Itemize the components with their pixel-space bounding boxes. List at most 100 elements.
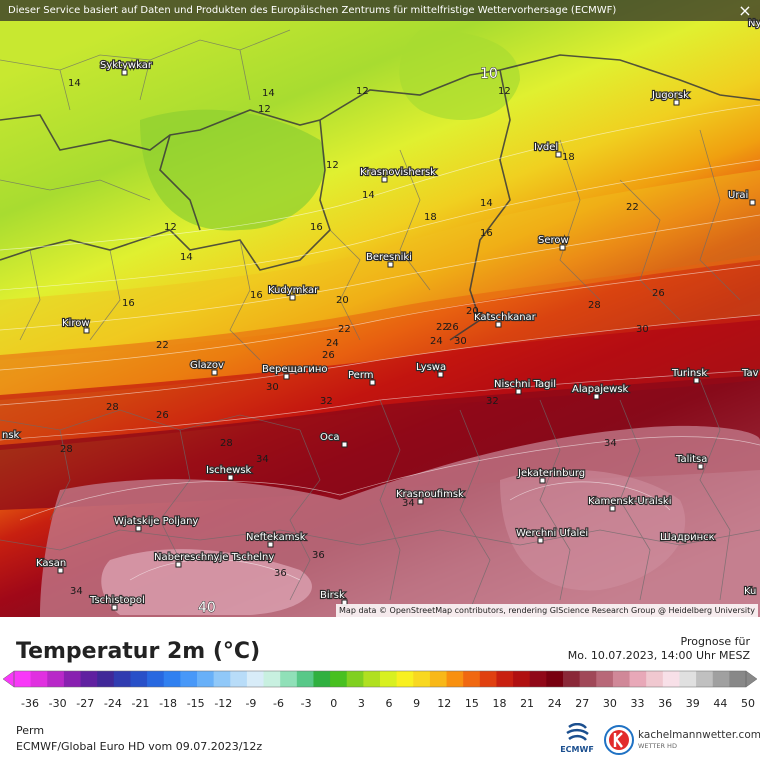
isotherm-label: 28 [220,438,233,449]
city-marker [697,463,704,470]
city-marker [121,69,128,76]
city-label: Jekaterinburg [517,468,585,479]
colorbar-segment [662,671,680,687]
isotherm-label: 24 [430,336,443,347]
city-label: Kasan [36,558,66,569]
city-label: Jugorsk [651,90,689,101]
colorbar-tick-label: 9 [413,697,421,710]
isotherm-label: 34 [402,498,415,509]
isotherm-label: 14 [262,88,275,99]
city-ivdel: Ivdel [533,141,562,158]
city-label: Turinsk [671,368,707,379]
disclaimer-text: Dieser Service basiert auf Daten und Pro… [8,5,617,16]
city-label: Oca [320,432,340,443]
colorbar-tick-label: -9 [245,697,257,710]
city-serow: Serow [537,234,570,251]
colorbar-segment [529,671,547,687]
ecmwf-globe-icon [566,722,589,741]
isotherm-label: 22 [436,322,449,333]
kachelmann-k-icon [604,725,634,755]
city-kirow: Kirow [61,317,91,334]
ecmwf-logo-text: ECMWF [560,745,594,754]
isotherm-label: 22 [626,202,639,213]
colorbar-tick-label: 27 [575,697,590,710]
colorbar-tick-label: 21 [520,697,535,710]
isotherm-label: 34 [256,454,269,465]
city-marker [417,498,424,505]
city-label: Tschistopol [89,595,145,606]
colorbar-tick-label: 50 [741,697,755,710]
colorbar-segment [330,671,348,687]
city-neftekamsk: Neftekamsk [245,531,307,548]
legend-title: Temperatur 2m (°C) [16,639,261,664]
colorbar-tick-label: 12 [437,697,452,710]
isotherm-label: 18 [562,152,575,163]
city-label: Ku [744,586,756,597]
colorbar-segment [230,671,248,687]
colorbar-ticks: -36 -30 -27 -24 -21 -18 -15 -12 -9 -6 -3 0 3 6 9 12 15 18… [0,697,760,713]
city-birsk: Birsk [319,589,348,606]
city-glazov: Glazov [189,359,225,376]
city-marker [537,537,544,544]
city-label: Katschkanar [474,312,537,323]
colorbar-segment [14,671,32,687]
kachelmannwetter-logo[interactable]: kachelmannwetter.com WETTER HD [604,723,760,757]
city-шадринск: Шадринск [659,531,716,544]
ecmwf-logo[interactable]: ECMWF [556,722,598,757]
city-kamensk-uralski: Kamensk-Uralski [587,495,673,512]
city-label: Krasnoufimsk [396,489,464,500]
city-label: Ivdel [534,142,558,153]
temperature-map[interactable]: Syktywkar Jugorsk Ivdel Krasnovishersk Urai B… [0,0,760,617]
isotherm-label: 16 [122,298,135,309]
city-label: Alapajewsk [572,384,629,395]
colorbar-tick-label: -12 [214,697,233,710]
colorbar-tick-label: -3 [300,697,312,710]
colorbar-tick-label: 0 [330,697,338,710]
colorbar-tick-label: -6 [273,697,285,710]
colorbar-segment [712,671,730,687]
footer-model-run: ECMWF/Global Euro HD vom 09.07.2023/12z [16,740,263,753]
city-label: Birsk [320,590,345,601]
city-label: Wjatskije Poljany [114,516,198,527]
city-katschkanar: Katschkanar [473,311,538,328]
isotherm-label: 20 [466,306,479,317]
colorbar-tick-label: 39 [685,697,700,710]
city-perm: Perm [347,369,376,386]
colorbar-segment [696,671,714,687]
isotherm-label: 18 [424,212,437,223]
colorbar-segment [513,671,531,687]
city-syktywkar: Syktywkar [99,59,154,76]
isotherm-label: 34 [604,438,617,449]
city-marker [135,525,142,532]
colorbar-tick-label: -36 [21,697,39,710]
city-label: Talitsa [675,454,707,465]
city-label: nsk [2,430,20,441]
city-marker [495,321,502,328]
city-label: Tav [741,368,759,379]
isotherm-label: 12 [164,222,177,233]
city-label: Ischewsk [206,465,252,476]
city-верещагино: Верещагино [261,363,329,380]
map-attribution[interactable]: Map data © OpenStreetMap contributors, r… [336,604,758,617]
city-marker [175,561,182,568]
colorbar-segment [596,671,614,687]
city-marker [673,99,680,106]
isotherm-label: 26 [322,350,335,361]
colorbar-segment [546,671,564,687]
colorbar-tick-label: 33 [630,697,645,710]
city-label: Perm [348,370,374,381]
isotherm-label: 12 [258,104,271,115]
close-icon[interactable]: × [738,1,752,20]
colorbar-segment [396,671,414,687]
city-label: Nabereschnyje Tschelny [154,552,274,563]
footer-location: Perm [16,724,45,737]
colorbar-segment [30,671,48,687]
city-label: Neftekamsk [246,532,306,543]
city-marker [593,393,600,400]
city-marker [693,377,700,384]
colorbar-segment [97,671,115,687]
colorbar-segment [463,671,481,687]
city-marker [539,477,546,484]
city-jugorsk: Jugorsk [650,89,690,106]
isotherm-label: 10 [480,66,498,82]
